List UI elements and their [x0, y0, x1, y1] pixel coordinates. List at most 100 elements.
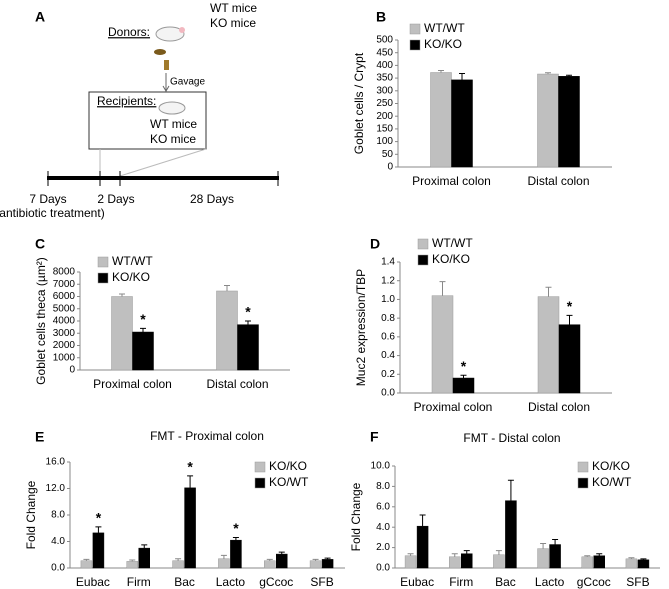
feces-icon [154, 49, 166, 55]
legend-swatch [409, 23, 421, 35]
legend-swatch [254, 477, 266, 489]
y-tick-label: 1.4 [381, 257, 395, 268]
y-tick-label: 6.0 [376, 501, 390, 512]
legend-swatch [254, 461, 266, 473]
mouse-icon [155, 26, 185, 42]
donor-group: KO mice [210, 16, 256, 30]
significance-marker: * [461, 358, 467, 374]
y-tick-label: 250 [376, 98, 393, 109]
y-tick-label: 2.0 [376, 542, 390, 553]
mouse-icon [158, 101, 186, 115]
y-axis-label: Fold Change [24, 480, 38, 549]
significance-marker: * [233, 520, 239, 536]
bar [558, 324, 581, 394]
panel-label: F [370, 429, 379, 445]
y-tick-label: 450 [376, 47, 393, 58]
legend-label: KO/KO [269, 459, 307, 473]
legend-label: KO/KO [424, 37, 462, 51]
error-bar [175, 558, 182, 561]
error-bar [596, 553, 603, 556]
legend-swatch [417, 254, 429, 266]
error-bar [566, 314, 573, 325]
y-tick-label: 0.0 [51, 563, 65, 574]
y-tick-label: 7000 [53, 279, 76, 290]
y-tick-label: 0.8 [381, 313, 395, 324]
legend-label: KO/KO [432, 252, 470, 266]
y-tick-label: 0.0 [376, 563, 390, 574]
error-bar [628, 557, 635, 559]
x-tick-label: Bac [174, 575, 195, 589]
bar [493, 554, 505, 569]
error-bar [312, 558, 319, 561]
x-tick-label: Distal colon [528, 400, 590, 414]
bar [138, 547, 150, 569]
bar [172, 560, 184, 569]
bar [216, 290, 238, 371]
timeline-label: 2 Days [97, 192, 134, 206]
x-tick-label: SFB [310, 575, 333, 589]
x-tick-label: gCcoc [259, 575, 293, 589]
y-axis-label: Goblet cells / Crypt [352, 52, 366, 154]
y-tick-label: 200 [376, 111, 393, 122]
bar [132, 331, 154, 371]
bar [92, 532, 105, 569]
y-tick-label: 4000 [53, 316, 76, 327]
y-tick-label: 300 [376, 85, 393, 96]
recipient-group: KO mice [150, 132, 196, 146]
y-tick-label: 0.0 [381, 388, 395, 399]
bar [230, 539, 242, 569]
bar [237, 324, 259, 371]
x-tick-label: Proximal colon [414, 400, 493, 414]
x-tick-label: Eubac [76, 575, 110, 589]
error-bar [451, 553, 458, 557]
bar [80, 560, 93, 569]
bar [321, 559, 334, 569]
legend-swatch [97, 272, 109, 284]
error-bar [220, 554, 227, 559]
error-bar [459, 73, 465, 80]
bar [537, 548, 549, 569]
error-bar [224, 284, 230, 291]
y-tick-label: 150 [376, 124, 393, 135]
y-axis-label: Fold Change [349, 482, 363, 551]
recipient-group: WT mice [150, 117, 197, 131]
y-tick-label: 6000 [53, 291, 76, 302]
legend-swatch [97, 256, 109, 268]
tube-icon [164, 60, 169, 70]
x-tick-label: gCcoc [577, 575, 611, 589]
error-bar [419, 514, 426, 527]
error-bar [507, 479, 514, 501]
x-tick-label: Bac [495, 575, 516, 589]
x-tick-label: Distal colon [206, 377, 268, 391]
error-bar [463, 550, 470, 554]
bar [558, 76, 580, 168]
chart-title: FMT - Distal colon [463, 431, 560, 445]
error-bar [278, 551, 285, 555]
bar [537, 296, 560, 394]
y-tick-label: 2000 [53, 340, 76, 351]
bar [111, 296, 133, 371]
y-tick-label: 10.0 [371, 461, 391, 472]
legend-label: KO/WT [269, 475, 309, 489]
error-bar [545, 72, 551, 75]
error-bar [140, 327, 146, 333]
bar [309, 560, 322, 569]
connector [119, 148, 207, 177]
bar [452, 377, 475, 394]
bar [430, 72, 452, 168]
error-bar [83, 558, 90, 561]
timeline-note: (antibiotic treatment) [0, 206, 105, 220]
y-tick-label: 400 [376, 60, 393, 71]
error-bar [640, 558, 647, 560]
error-bar [566, 74, 572, 77]
error-bar [439, 281, 446, 296]
bar [505, 500, 517, 569]
y-tick-label: 8.0 [376, 481, 390, 492]
x-tick-label: Lacto [535, 575, 565, 589]
legend-label: WT/WT [424, 21, 465, 35]
panel-label: B [376, 9, 386, 25]
y-tick-label: 1000 [53, 352, 76, 363]
donors-label: Donors: [108, 25, 150, 39]
y-tick-label: 4.0 [51, 536, 65, 547]
bar [276, 553, 288, 569]
